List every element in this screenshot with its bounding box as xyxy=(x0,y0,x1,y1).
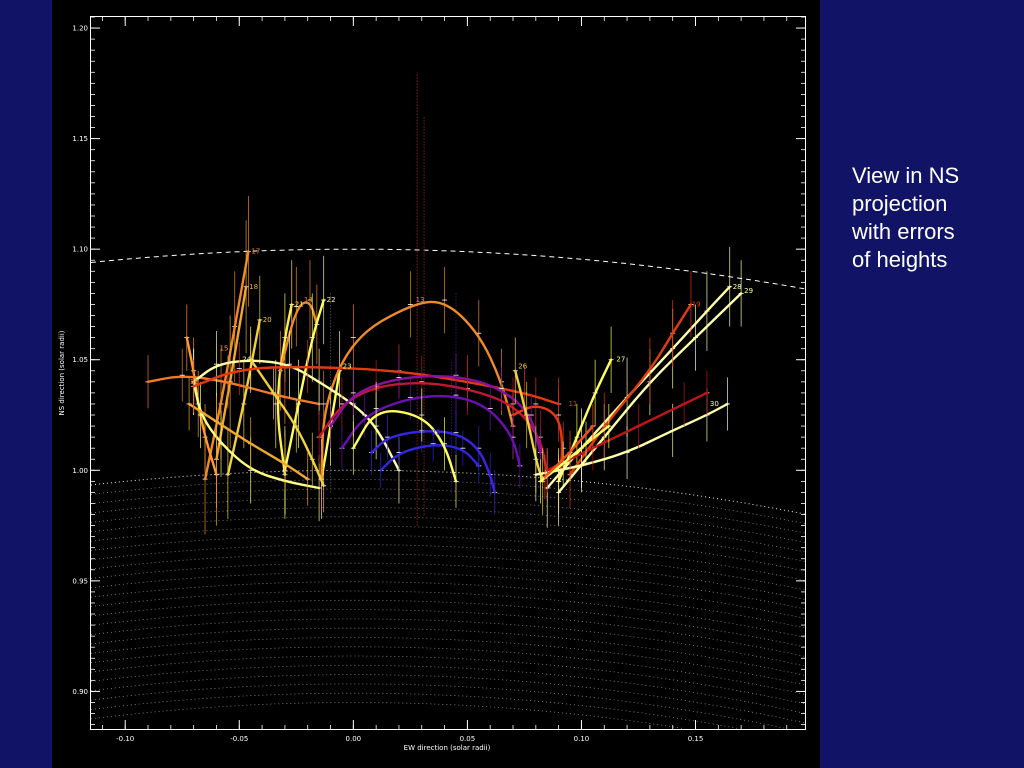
loop-label: 28 xyxy=(733,283,742,291)
x-tick-label: 0.05 xyxy=(460,735,476,743)
disk-arc xyxy=(90,469,806,515)
loop-label: 27 xyxy=(616,356,625,364)
loop-label: 30 xyxy=(710,400,719,408)
loop-label: 12 xyxy=(372,384,381,392)
solar-disk-dots xyxy=(90,469,806,729)
loop-label: 14 xyxy=(304,296,313,304)
x-tick-label: 0.00 xyxy=(346,735,362,743)
loop-line xyxy=(514,369,544,483)
loop-line xyxy=(226,318,261,476)
disk-arc xyxy=(90,571,806,619)
y-tick-label: 1.15 xyxy=(72,135,88,143)
loop-line xyxy=(279,301,318,372)
y-tick-label: 0.95 xyxy=(72,577,88,585)
disk-arc xyxy=(90,692,739,729)
loop-label: 25 xyxy=(432,429,441,437)
loop-series xyxy=(225,275,263,519)
reference-height-curve xyxy=(90,248,806,290)
loop-line xyxy=(379,444,480,472)
disk-arc xyxy=(90,609,806,657)
loop-label: 13 xyxy=(416,296,425,304)
loop-label: 21 xyxy=(295,300,304,308)
y-axis-title: NS direction (solar radii) xyxy=(58,330,66,415)
loop-line xyxy=(557,292,743,494)
loop-line xyxy=(215,285,248,461)
disk-arc xyxy=(90,516,806,562)
loop-label: 17 xyxy=(251,247,260,255)
disk-arc xyxy=(90,627,806,676)
loop-series xyxy=(544,370,710,493)
disk-arc xyxy=(90,562,806,610)
disk-arc xyxy=(90,581,806,629)
loop-label: 23 xyxy=(343,362,352,370)
disk-arc xyxy=(90,683,785,729)
loop-line xyxy=(192,380,321,490)
loop-line xyxy=(340,394,522,468)
y-tick-label: 1.20 xyxy=(72,25,88,33)
caption-line-4: of heights xyxy=(852,247,948,272)
loop-line xyxy=(329,374,542,454)
disk-arc xyxy=(90,618,806,667)
loop-series xyxy=(248,333,327,513)
disk-arc xyxy=(90,599,806,648)
loop-line xyxy=(320,300,515,481)
y-tick-label: 1.10 xyxy=(72,246,88,254)
disk-arc xyxy=(90,534,806,581)
loop-series xyxy=(350,381,459,508)
disk-arc xyxy=(90,646,806,695)
loop-label: 16 xyxy=(190,378,199,386)
disk-arc xyxy=(90,553,806,600)
y-tick-label: 1.05 xyxy=(72,356,88,364)
loop-line xyxy=(187,402,309,481)
caption-line-1: View in NS xyxy=(852,163,960,188)
loop-series xyxy=(378,426,482,488)
loop-label: 22 xyxy=(327,296,336,304)
caption-line-3: with errors xyxy=(852,219,955,244)
loop-series xyxy=(186,377,311,506)
loop-line xyxy=(543,424,595,479)
loop-label: 18 xyxy=(249,283,258,291)
loop-label: 29 xyxy=(744,287,753,295)
x-axis-title: EW direction (solar radii) xyxy=(404,744,491,752)
loop-line xyxy=(249,358,325,487)
loop-line xyxy=(146,375,321,406)
disk-arc xyxy=(90,488,806,534)
loop-label: 24 xyxy=(242,356,251,364)
disk-arc xyxy=(90,525,806,572)
disk-arc xyxy=(90,702,683,729)
loop-line xyxy=(352,410,458,483)
disk-arc xyxy=(90,637,806,686)
loop-trajectories xyxy=(145,196,744,535)
loop-label: 11 xyxy=(568,400,577,408)
x-tick-label: -0.05 xyxy=(230,735,248,743)
reference-curve xyxy=(90,248,806,290)
loop-series xyxy=(542,403,596,500)
loop-line xyxy=(546,391,709,472)
disk-arc xyxy=(90,507,806,553)
disk-arc xyxy=(90,497,806,543)
loop-line xyxy=(534,402,729,476)
caption-line-2: projection xyxy=(852,191,948,216)
disk-arc xyxy=(90,479,806,524)
loop-line xyxy=(511,405,564,483)
caption-text: View in NS projection with errors of hei… xyxy=(852,162,1022,274)
y-tick-label: 1.00 xyxy=(72,467,88,475)
loop-label: 20 xyxy=(263,316,272,324)
loop-series xyxy=(533,377,730,502)
x-tick-label: -0.10 xyxy=(116,735,134,743)
y-tick-label: 0.90 xyxy=(72,688,88,696)
disk-arc xyxy=(90,544,806,591)
x-tick-label: 0.10 xyxy=(574,735,590,743)
plot-panel: 17 18 20 21 14 22 23 13 15 16 24 12 11 25 26 27 28 29 19 30… xyxy=(52,0,820,768)
plot-frame xyxy=(90,16,806,730)
axis-ticks: -0.10 -0.05 0.00 0.05 0.10 0.15 0.90 0.95 1.00 1.… xyxy=(72,16,805,743)
loop-label: 19 xyxy=(692,300,701,308)
loop-label: 26 xyxy=(518,362,527,370)
x-tick-label: 0.15 xyxy=(688,735,704,743)
loop-label: 15 xyxy=(219,345,228,353)
loop-series xyxy=(277,260,320,411)
disk-arc xyxy=(90,590,806,638)
